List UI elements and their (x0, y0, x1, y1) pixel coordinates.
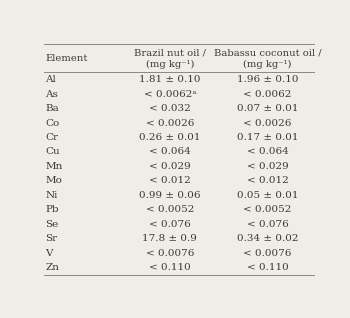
Text: Zn: Zn (45, 263, 59, 272)
Text: < 0.0076: < 0.0076 (243, 249, 292, 258)
Text: Brazil nut oil /
(mg kg⁻¹): Brazil nut oil / (mg kg⁻¹) (134, 48, 206, 69)
Text: Babassu coconut oil /
(mg kg⁻¹): Babassu coconut oil / (mg kg⁻¹) (214, 48, 321, 69)
Text: As: As (45, 90, 58, 99)
Text: Mn: Mn (45, 162, 63, 171)
Text: < 0.064: < 0.064 (247, 148, 288, 156)
Text: < 0.064: < 0.064 (149, 148, 191, 156)
Text: 0.05 ± 0.01: 0.05 ± 0.01 (237, 191, 298, 200)
Text: Sr: Sr (45, 234, 57, 243)
Text: < 0.0026: < 0.0026 (146, 119, 194, 128)
Text: < 0.0052: < 0.0052 (243, 205, 292, 214)
Text: < 0.0076: < 0.0076 (146, 249, 194, 258)
Text: < 0.0052: < 0.0052 (146, 205, 194, 214)
Text: < 0.076: < 0.076 (247, 220, 288, 229)
Text: Element: Element (45, 54, 88, 63)
Text: 1.81 ± 0.10: 1.81 ± 0.10 (139, 75, 201, 84)
Text: Pb: Pb (45, 205, 59, 214)
Text: 1.96 ± 0.10: 1.96 ± 0.10 (237, 75, 298, 84)
Text: < 0.0026: < 0.0026 (243, 119, 292, 128)
Text: 0.99 ± 0.06: 0.99 ± 0.06 (139, 191, 201, 200)
Text: 0.17 ± 0.01: 0.17 ± 0.01 (237, 133, 298, 142)
Text: Cr: Cr (45, 133, 58, 142)
Text: < 0.110: < 0.110 (149, 263, 191, 272)
Text: < 0.0062: < 0.0062 (243, 90, 292, 99)
Text: 0.34 ± 0.02: 0.34 ± 0.02 (237, 234, 298, 243)
Text: V: V (45, 249, 52, 258)
Text: 17.8 ± 0.9: 17.8 ± 0.9 (142, 234, 197, 243)
Text: < 0.032: < 0.032 (149, 104, 191, 113)
Text: Ba: Ba (45, 104, 59, 113)
Text: Mo: Mo (45, 176, 62, 185)
Text: < 0.076: < 0.076 (149, 220, 191, 229)
Text: Al: Al (45, 75, 56, 84)
Text: < 0.012: < 0.012 (247, 176, 288, 185)
Text: 0.26 ± 0.01: 0.26 ± 0.01 (139, 133, 201, 142)
Text: Co: Co (45, 119, 60, 128)
Text: 0.07 ± 0.01: 0.07 ± 0.01 (237, 104, 298, 113)
Text: Cu: Cu (45, 148, 60, 156)
Text: Se: Se (45, 220, 58, 229)
Text: Ni: Ni (45, 191, 57, 200)
Text: < 0.012: < 0.012 (149, 176, 191, 185)
Text: < 0.110: < 0.110 (247, 263, 288, 272)
Text: < 0.029: < 0.029 (247, 162, 288, 171)
Text: < 0.029: < 0.029 (149, 162, 191, 171)
Text: < 0.0062ᵃ: < 0.0062ᵃ (144, 90, 196, 99)
